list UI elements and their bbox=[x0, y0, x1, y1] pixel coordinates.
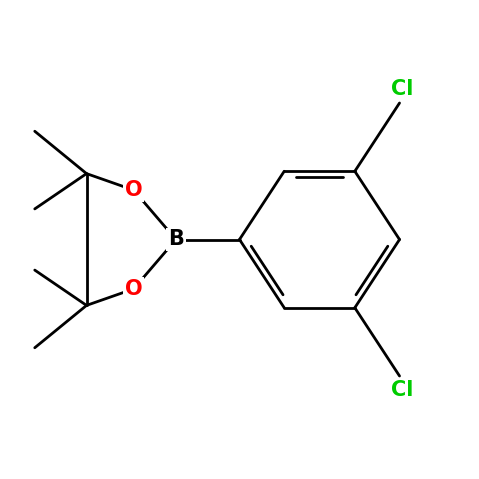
Text: Cl: Cl bbox=[391, 79, 413, 99]
Text: O: O bbox=[125, 279, 142, 299]
Text: O: O bbox=[125, 180, 142, 200]
Text: B: B bbox=[168, 229, 184, 250]
Text: Cl: Cl bbox=[391, 380, 413, 400]
